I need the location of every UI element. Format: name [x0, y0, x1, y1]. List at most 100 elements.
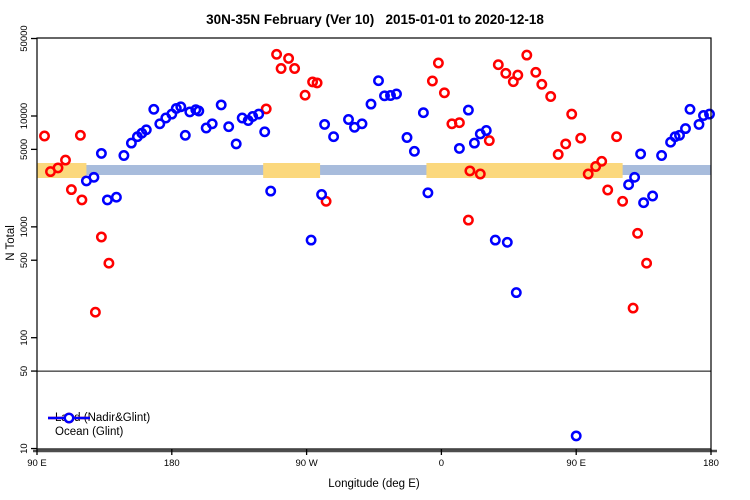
data-point — [343, 114, 354, 125]
data-point — [89, 306, 101, 318]
x-tick-label: 90 W — [296, 458, 318, 469]
data-point — [611, 131, 623, 143]
data-point — [656, 150, 668, 161]
data-point — [110, 191, 122, 203]
data-point — [560, 138, 572, 150]
data-point — [148, 103, 160, 115]
data-point — [566, 108, 578, 120]
data-point — [468, 137, 480, 149]
data-point — [215, 99, 227, 111]
data-point — [422, 187, 434, 199]
x-tick-label: 0 — [439, 458, 444, 469]
legend-item-ocean: Ocean (Glint) — [46, 412, 150, 439]
y-tick-label: 5000 — [19, 139, 30, 160]
data-point — [500, 67, 512, 79]
data-point — [426, 75, 438, 87]
data-point — [118, 150, 130, 161]
data-point — [684, 103, 696, 115]
data-point — [60, 154, 71, 166]
x-axis-label: Longitude (deg E) — [328, 478, 420, 490]
y-tick-label: 10000 — [19, 103, 30, 129]
data-point — [623, 179, 635, 191]
data-point — [575, 132, 587, 144]
data-point — [328, 131, 340, 143]
y-tick-label: 10 — [19, 443, 30, 454]
data-point — [76, 194, 88, 206]
data-point — [74, 129, 86, 141]
data-point — [305, 234, 317, 246]
data-point — [632, 227, 644, 239]
y-axis-label: N Total — [5, 225, 17, 261]
y-tick-label: 50 — [19, 366, 30, 377]
data-point — [483, 135, 495, 147]
data-point — [95, 231, 107, 243]
data-point — [501, 236, 513, 248]
data-point — [401, 132, 413, 143]
data-point — [408, 145, 420, 157]
data-point — [236, 112, 248, 124]
x-tick-label: 180 — [703, 458, 719, 469]
data-point — [432, 57, 444, 69]
data-point — [101, 194, 113, 206]
data-point — [253, 108, 265, 120]
data-point — [596, 155, 608, 167]
data-point — [438, 87, 450, 99]
data-point — [247, 111, 259, 122]
data-point — [65, 184, 77, 196]
data-point — [289, 63, 301, 74]
plot-box — [36, 37, 712, 450]
data-point — [125, 137, 137, 149]
data-point — [154, 118, 166, 130]
data-point — [582, 168, 594, 180]
data-point — [311, 77, 323, 89]
data-point — [462, 214, 474, 226]
data-point — [283, 52, 295, 64]
legend-label-ocean: Ocean (Glint) — [55, 426, 124, 438]
data-point — [265, 185, 277, 197]
x-tick-label: 90 E — [566, 458, 586, 469]
data-point — [647, 190, 659, 202]
data-point — [88, 171, 100, 183]
data-point — [373, 75, 384, 87]
data-point — [570, 430, 582, 442]
data-point — [319, 118, 331, 130]
data-point — [193, 105, 205, 117]
data-point — [521, 49, 533, 61]
data-point — [638, 197, 650, 209]
ocean-reference-band — [80, 165, 712, 175]
data-point — [230, 138, 242, 150]
data-point — [552, 148, 564, 160]
data-point — [260, 103, 272, 115]
data-point — [545, 91, 557, 102]
data-point — [223, 121, 235, 133]
data-point — [641, 257, 653, 269]
data-point — [316, 189, 328, 200]
data-point — [510, 287, 522, 299]
data-point — [365, 98, 377, 110]
data-point — [680, 123, 691, 135]
data-point — [512, 69, 524, 81]
data-point — [103, 257, 115, 269]
x-tick-label: 90 E — [27, 458, 47, 469]
y-tick-label: 1000 — [19, 216, 30, 237]
plot-title: 30N-35N February (Ver 10) 2015-01-01 to … — [206, 12, 544, 27]
data-point — [674, 129, 685, 141]
data-point — [704, 108, 715, 120]
data-point — [489, 234, 501, 246]
data-point — [385, 90, 396, 101]
data-point — [417, 107, 429, 119]
data-point — [480, 125, 492, 136]
data-point — [95, 147, 107, 159]
land-reference-band — [263, 163, 321, 178]
data-point — [299, 89, 311, 101]
legend: Land (Nadir&Glint) Ocean (Glint) — [46, 411, 150, 439]
data-point — [617, 195, 629, 207]
ocean-series-symbol-icon — [48, 412, 90, 424]
data-point — [698, 110, 709, 121]
data-point — [492, 59, 504, 71]
data-point — [453, 142, 465, 154]
data-point — [462, 104, 474, 116]
data-point — [474, 168, 486, 180]
x-tick-label: 180 — [164, 458, 180, 469]
